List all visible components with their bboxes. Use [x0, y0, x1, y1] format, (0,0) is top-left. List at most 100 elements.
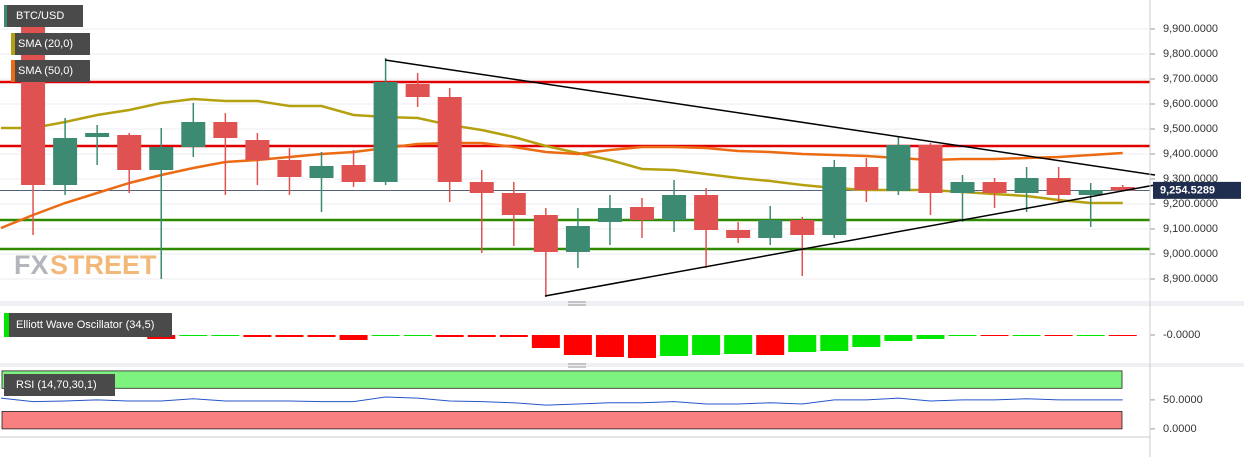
candle-body [726, 230, 751, 238]
candle-body [53, 138, 78, 185]
candle-body [117, 135, 142, 170]
oscillator-bar [595, 335, 624, 357]
candle-body [437, 97, 462, 182]
oscillator-bar [1044, 335, 1073, 336]
y-tick-label: 9,800.0000 [1163, 48, 1218, 60]
candle-body [373, 82, 398, 182]
candle-body [1046, 178, 1071, 195]
legend-box [11, 60, 90, 82]
candle-body [341, 165, 366, 182]
y-tick-label: 9,200.0000 [1163, 198, 1218, 210]
candle-body [1014, 178, 1039, 193]
oscillator-bar [852, 335, 881, 347]
legend-swatch [11, 60, 15, 82]
oscillator-bar [980, 335, 1009, 336]
oscillator-bar [403, 335, 432, 336]
candle-body [630, 207, 654, 220]
y-tick-label: 8,900.0000 [1163, 273, 1218, 285]
oscillator-bar [211, 335, 240, 336]
y-tick-label: 50.0000 [1163, 394, 1203, 406]
oscillator-bar [275, 335, 304, 337]
oscillator-bar [692, 335, 721, 355]
watermark: FX STREET [14, 250, 157, 280]
y-tick-label: 9,100.0000 [1163, 223, 1218, 235]
candle-body [213, 122, 238, 138]
candle-body [694, 195, 719, 230]
oscillator-bar [884, 335, 913, 341]
candle-body [790, 220, 815, 235]
oscillator-bar [660, 335, 689, 356]
y-tick-label: 9,600.0000 [1163, 98, 1218, 110]
candle-body [501, 193, 526, 215]
rsi-line [0, 396, 1123, 406]
y-tick-label: -0.0000 [1163, 329, 1200, 341]
last-price-label: 9,254.5289 [1160, 184, 1215, 196]
oscillator-bar [339, 335, 368, 340]
last-price: 9,254.5289 [1153, 181, 1241, 199]
legend-label: SMA (20,0) [18, 38, 73, 50]
oversold-band [1, 411, 1123, 430]
oscillator-bar [1076, 335, 1105, 336]
y-tick-label: 9,400.0000 [1163, 148, 1218, 160]
trend-line [384, 59, 1156, 176]
y-tick-label: 9,700.0000 [1163, 73, 1218, 85]
x-axis [0, 437, 1150, 457]
last-price-box [1153, 181, 1241, 199]
legend-label: SMA (50,0) [18, 65, 73, 77]
oscillator-bar [243, 335, 272, 337]
y-tick-label: 9,500.0000 [1163, 123, 1218, 135]
candle-body [854, 167, 879, 190]
candle-body [245, 140, 270, 160]
legend-swatch [11, 33, 15, 55]
panel-title: Elliott Wave Oscillator (34,5) [16, 319, 154, 331]
oscillator-bar [371, 335, 400, 336]
candle-body [533, 215, 558, 252]
candle-body [149, 147, 174, 170]
oscillator-bar [788, 335, 817, 352]
candle-body [886, 145, 911, 191]
oscillator-bar [307, 335, 336, 337]
oscillator-bar [756, 335, 785, 355]
overbought-band [1, 370, 1123, 389]
oscillator-bar [531, 335, 560, 348]
oscillator-bar [467, 335, 496, 337]
oscillator-bar [499, 335, 528, 337]
watermark-suffix: STREET [50, 250, 157, 280]
candle-body [982, 182, 1007, 193]
y-tick-label: 9,900.0000 [1163, 23, 1218, 35]
candle-body [597, 208, 622, 222]
legend: BTC/USD SMA (20,0) SMA (50,0) Elliott Wa… [4, 5, 172, 396]
oscillator-bar [1108, 335, 1137, 336]
candle-body [918, 145, 943, 193]
y-tick-label: 0.0000 [1163, 423, 1197, 435]
oscillator-bar [724, 335, 753, 354]
panel-title: RSI (14,70,30,1) [16, 379, 97, 391]
candle-body [1078, 190, 1103, 195]
candle-body [822, 167, 847, 235]
panel-separator [0, 363, 1244, 367]
candle-body [758, 220, 783, 238]
watermark-prefix: FX [14, 250, 49, 280]
y-tick-label: 9,000.0000 [1163, 248, 1218, 260]
candle-body [469, 182, 494, 193]
oscillator-bar [179, 335, 208, 336]
legend-box [4, 5, 83, 27]
oscillator-bar [820, 335, 849, 351]
candle-body [565, 226, 590, 252]
legend-swatch [4, 5, 7, 27]
legend-swatch [4, 313, 9, 337]
candle-body [950, 182, 975, 193]
legend-box [4, 374, 115, 396]
legend-box [4, 313, 172, 337]
candle-body [405, 84, 430, 97]
oscillator-bar [628, 335, 656, 358]
candle-body [309, 166, 334, 178]
oscillator-bar [563, 335, 592, 355]
chart-title: BTC/USD [16, 10, 64, 22]
oscillator-bar [1012, 335, 1041, 336]
legend-box [11, 33, 90, 55]
candle-body [85, 133, 110, 137]
candle-body [662, 195, 687, 220]
oscillator-bar [916, 335, 945, 339]
